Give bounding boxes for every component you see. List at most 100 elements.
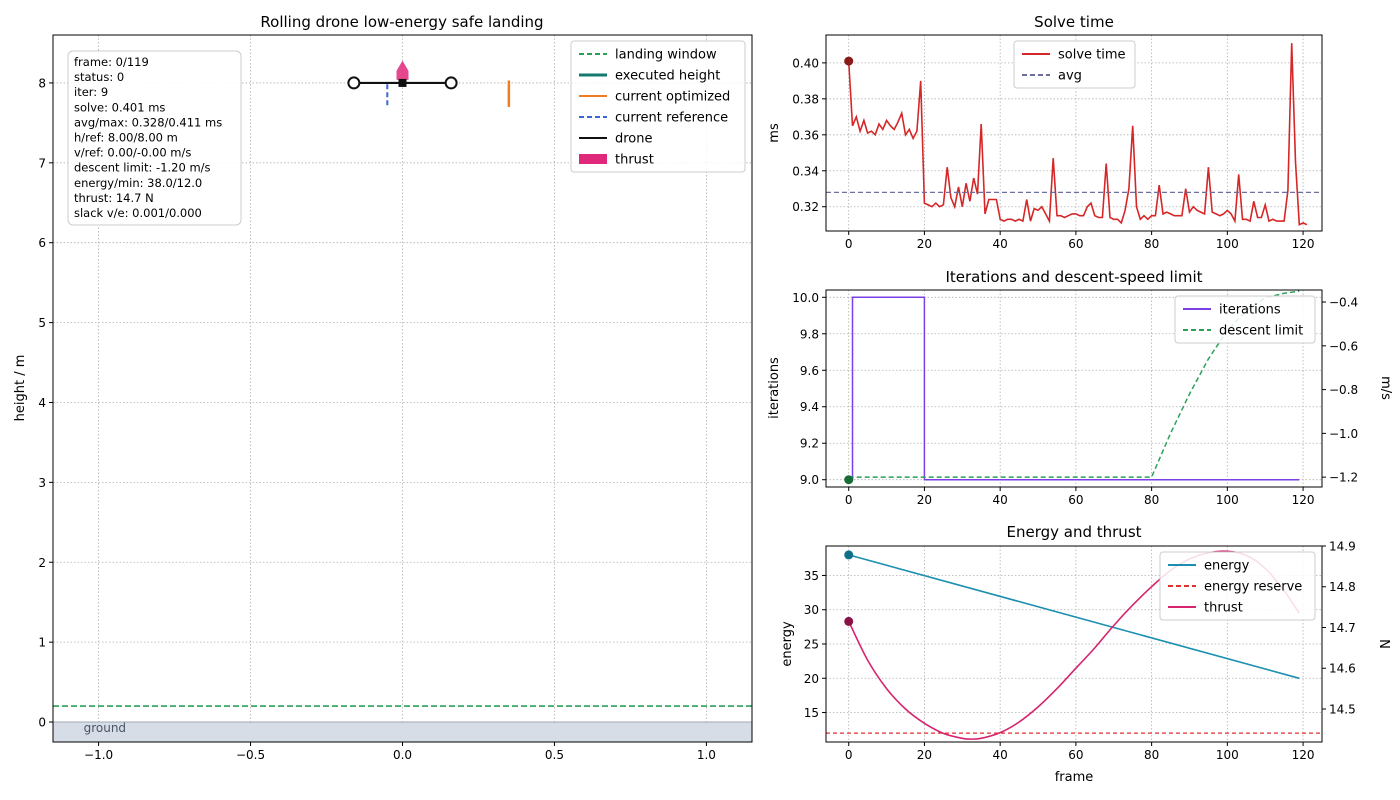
info-line: iter: 9 bbox=[74, 85, 108, 99]
ground-label: ground bbox=[84, 721, 126, 735]
energy-current-marker bbox=[844, 550, 854, 560]
energy-title: Energy and thrust bbox=[1006, 523, 1141, 541]
x-tick-label: 60 bbox=[1068, 493, 1083, 507]
x-tick-label: 40 bbox=[993, 748, 1008, 762]
iterations-frame bbox=[825, 289, 1323, 488]
y-tick-label: 3 bbox=[38, 476, 46, 490]
y-tick-label: 0.32 bbox=[792, 200, 819, 214]
iterations-title: Iterations and descent-speed limit bbox=[945, 268, 1202, 286]
x-tick-label: 60 bbox=[1068, 237, 1083, 251]
drone-body bbox=[398, 78, 407, 87]
legend-label: executed height bbox=[615, 69, 720, 84]
x-tick-label: 20 bbox=[917, 237, 932, 251]
legend-box bbox=[1174, 295, 1316, 344]
x-tick-label: 0 bbox=[845, 493, 853, 507]
legend-label: energy bbox=[1204, 559, 1250, 574]
energy-legend: energy energy reserve thrust bbox=[1159, 551, 1316, 621]
y-tick-label: 0.38 bbox=[792, 92, 819, 106]
y2-tick-label: −0.4 bbox=[1329, 296, 1358, 310]
info-line: thrust: 14.7 N bbox=[74, 191, 154, 205]
solve-time-ylabel: ms bbox=[767, 123, 782, 143]
x-tick-label: 40 bbox=[993, 237, 1008, 251]
solve-time-legend: solve time avg bbox=[1013, 40, 1136, 89]
x-tick-label: 20 bbox=[917, 493, 932, 507]
iterations-ticks: 0 20 40 60 80 100 120 9.0 9.2 9.4 9.6 9.8 10.0 −1.2 −1… bbox=[792, 291, 1358, 507]
x-tick-label: 0 bbox=[845, 748, 853, 762]
solve-time-title: Solve time bbox=[1034, 13, 1114, 31]
solve-time-panel: 0 20 40 60 80 100 120 0.32 0.34 0.36 0.38 0.40 Solv… bbox=[767, 13, 1323, 251]
y-tick-label: 9.2 bbox=[800, 437, 819, 451]
x-tick-label: 80 bbox=[1144, 748, 1159, 762]
landing-title: Rolling drone low-energy safe landing bbox=[260, 13, 543, 31]
x-tick-label: 120 bbox=[1292, 748, 1315, 762]
y-tick-label: 9.8 bbox=[800, 327, 819, 341]
y2-tick-label: 14.9 bbox=[1329, 540, 1356, 554]
ground-area bbox=[53, 722, 752, 742]
energy-ylabel: energy bbox=[780, 621, 795, 667]
iterations-panel: 0 20 40 60 80 100 120 9.0 9.2 9.4 9.6 9.8 10.0 −1.2 −1… bbox=[767, 268, 1393, 507]
energy-xlabel: frame bbox=[1055, 770, 1094, 785]
legend-swatch bbox=[579, 154, 607, 164]
info-line: avg/max: 0.328/0.411 ms bbox=[74, 115, 222, 129]
landing-legend: landing window executed height current opt… bbox=[570, 40, 746, 173]
info-line: frame: 0/119 bbox=[74, 55, 149, 69]
x-tick-label: 40 bbox=[993, 493, 1008, 507]
y-tick-label: 9.6 bbox=[800, 364, 819, 378]
x-tick-label: 80 bbox=[1144, 493, 1159, 507]
thrust-current-marker bbox=[844, 616, 854, 626]
legend-label: landing window bbox=[615, 48, 717, 63]
y-tick-label: 9.0 bbox=[800, 473, 819, 487]
info-line: solve: 0.401 ms bbox=[74, 100, 165, 114]
y-tick-label: 35 bbox=[804, 569, 819, 583]
legend-label: energy reserve bbox=[1204, 580, 1302, 595]
legend-label: iterations bbox=[1219, 303, 1281, 318]
y-tick-label: 0 bbox=[38, 716, 46, 730]
y-tick-label: 0.34 bbox=[792, 164, 819, 178]
x-tick-label: 100 bbox=[1216, 748, 1239, 762]
y-tick-label: 15 bbox=[804, 706, 819, 720]
legend-label: solve time bbox=[1058, 48, 1126, 63]
y2-tick-label: 14.5 bbox=[1329, 702, 1356, 716]
thrust-arrow bbox=[396, 60, 409, 80]
info-line: v/ref: 0.00/-0.00 m/s bbox=[74, 146, 191, 160]
landing-ylabel: height / m bbox=[13, 355, 28, 422]
x-tick-label: 60 bbox=[1068, 748, 1083, 762]
x-tick-label: 80 bbox=[1144, 237, 1159, 251]
y2-tick-label: 14.8 bbox=[1329, 580, 1356, 594]
x-tick-label: 0.5 bbox=[545, 748, 564, 762]
legend-label: thrust bbox=[615, 153, 654, 168]
solve-time-content bbox=[826, 43, 1322, 226]
x-tick-label: −0.5 bbox=[236, 748, 265, 762]
y-tick-label: 10.0 bbox=[792, 291, 819, 305]
landing-ticks: −1.0 −0.5 0.0 0.5 1.0 0 1 2 3 4 5 6 7 8 bbox=[38, 76, 716, 762]
x-tick-label: 1.0 bbox=[697, 748, 716, 762]
y-tick-label: 4 bbox=[38, 396, 46, 410]
solve-time-ticks: 0 20 40 60 80 100 120 0.32 0.34 0.36 0.38 0.40 bbox=[792, 56, 1314, 251]
landing-panel: ground −1.0 −0.5 0.0 0.5 1.0 0 1 2 3 4 5 6 7 8 Rollin… bbox=[13, 13, 753, 762]
legend-box bbox=[570, 40, 746, 173]
iterations-current-marker bbox=[844, 475, 854, 485]
solve-time-current-marker bbox=[844, 56, 854, 66]
x-tick-label: 100 bbox=[1216, 493, 1239, 507]
info-line: status: 0 bbox=[74, 70, 124, 84]
iterations-ylabel: iterations bbox=[767, 357, 782, 419]
iterations-y2label: m/s bbox=[1378, 376, 1393, 400]
y2-tick-label: −1.0 bbox=[1329, 427, 1358, 441]
y-tick-label: 0.40 bbox=[792, 56, 819, 70]
legend-label: drone bbox=[615, 132, 653, 147]
info-line: descent limit: -1.20 m/s bbox=[74, 161, 211, 175]
y-tick-label: 1 bbox=[38, 636, 46, 650]
energy-ticks: 0 20 40 60 80 100 120 15 20 25 30 35 14.5 14.6 14.7 14.… bbox=[804, 540, 1356, 763]
x-tick-label: 100 bbox=[1216, 237, 1239, 251]
y2-tick-label: 14.6 bbox=[1329, 662, 1356, 676]
y-tick-label: 2 bbox=[38, 556, 46, 570]
y-tick-label: 25 bbox=[804, 638, 819, 652]
y-tick-label: 20 bbox=[804, 672, 819, 686]
solve-time-line bbox=[847, 43, 1308, 226]
legend-label: thrust bbox=[1204, 601, 1243, 616]
info-line: slack v/e: 0.001/0.000 bbox=[74, 206, 202, 220]
y2-tick-label: −1.2 bbox=[1329, 471, 1358, 485]
iterations-legend: iterations descent limit bbox=[1174, 295, 1316, 344]
y-tick-label: 6 bbox=[38, 236, 46, 250]
